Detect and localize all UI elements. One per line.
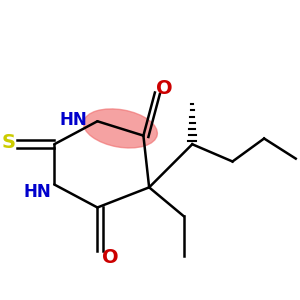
Text: S: S [2, 133, 16, 152]
Text: HN: HN [60, 111, 87, 129]
Ellipse shape [83, 109, 157, 148]
Text: O: O [156, 79, 173, 98]
Text: O: O [102, 248, 118, 267]
Text: HN: HN [24, 183, 51, 201]
